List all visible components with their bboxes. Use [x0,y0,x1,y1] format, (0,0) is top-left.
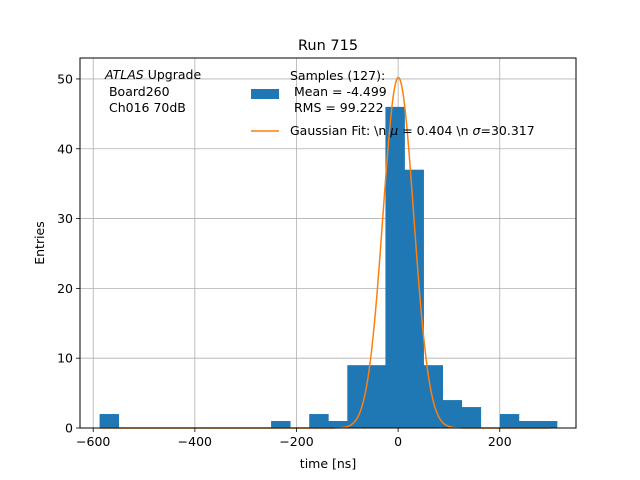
y-tick-label: 30 [57,211,73,226]
legend-histogram-swatch [251,89,279,99]
histogram-bar [385,106,405,429]
histogram-bar [442,400,463,428]
annotation-atlas: ATLAS [104,67,144,82]
legend-histogram-line-2: Mean = -4.499 [290,84,387,99]
histogram-bar [99,414,120,428]
legend-histogram-line-3: RMS = 99.222 [290,100,384,115]
histogram-bar [366,365,386,428]
legend-fit-label: Gaussian Fit: \n μ = 0.404 \n σ=30.317 [290,123,535,138]
chart-title: Run 715 [298,38,358,54]
y-tick-label: 50 [57,71,73,86]
annotation-line-3: Ch016 70dB [105,100,186,115]
plot-frame [79,57,577,429]
histogram-bar [404,169,424,428]
annotation-line-2: Board260 [105,84,170,99]
y-tick-label: 0 [65,421,73,436]
histogram-bar [328,421,348,428]
legend-fit-mu-symbol: μ [389,123,398,138]
x-tick-label: 0 [394,434,402,449]
x-tick-label: −600 [76,434,110,449]
y-tick-label: 10 [57,351,73,366]
y-axis-ticks: 0 10 20 30 40 50 [57,71,80,436]
legend-fit-sigma-symbol: σ [473,123,482,138]
y-axis-label: Entries [32,221,47,265]
x-axis-label: time [ns] [300,456,356,471]
y-tick-label: 40 [57,141,73,156]
histogram-bar [423,365,443,428]
histogram-bar [499,414,520,428]
histogram-bar [309,414,329,428]
x-tick-label: 200 [488,434,512,449]
annotation-upgrade: Upgrade [144,67,202,82]
histogram-bar [461,407,482,428]
x-tick-label: −400 [178,434,212,449]
legend-fit-mu-value: = 0.404 \n [398,123,472,138]
histogram-bar [271,421,291,428]
atlas-annotation: ATLAS Upgrade Board260 Ch016 70dB [104,67,201,115]
x-tick-label: −200 [279,434,313,449]
histogram-bar [518,421,539,428]
x-axis-ticks: −600 −400 −200 0 200 [76,428,512,449]
histogram-bar [537,421,558,428]
histogram-bar [347,365,367,428]
legend-histogram-line-1: Samples (127): [290,68,385,83]
y-tick-label: 20 [57,281,73,296]
grid-lines [80,58,576,429]
legend-fit-prefix: Gaussian Fit: \n [290,123,390,138]
annotation-line-1: ATLAS Upgrade [104,67,201,82]
histogram-bars [99,106,558,429]
legend-fit-sigma-value: =30.317 [480,123,534,138]
legend: Samples (127): Mean = -4.499 RMS = 99.22… [251,68,535,138]
